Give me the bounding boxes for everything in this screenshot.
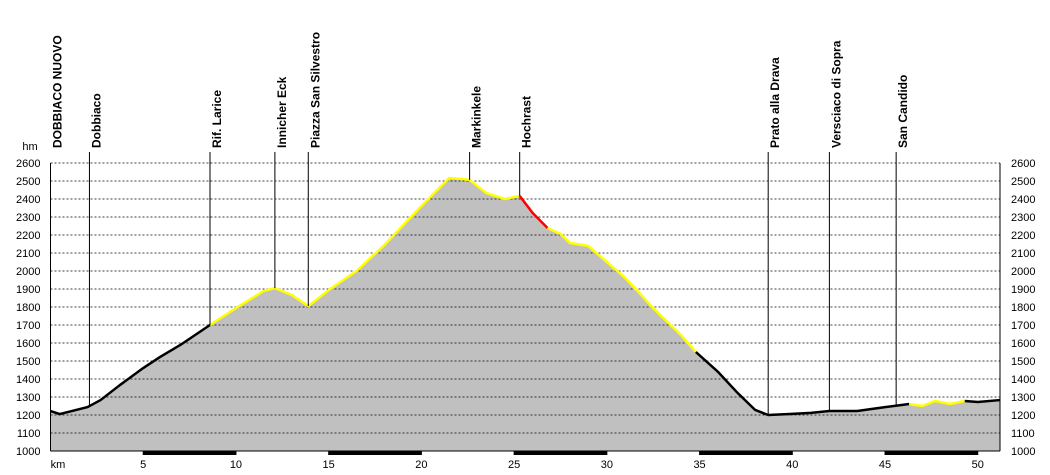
scale-bar — [328, 451, 422, 455]
y-tick-label-right: 1900 — [1011, 284, 1035, 296]
x-tick-label: 15 — [323, 459, 335, 471]
x-tick-label: 10 — [230, 459, 242, 471]
y-tick-label-right: 2100 — [1011, 248, 1035, 260]
y-tick-label: 2300 — [16, 212, 40, 224]
y-tick-label: 1200 — [16, 410, 40, 422]
waypoint-label: DOBBIACO NUOVO — [51, 35, 65, 148]
x-tick-label: 30 — [601, 459, 613, 471]
y-tick-label: 2500 — [16, 176, 40, 188]
x-tick-label: 20 — [415, 459, 427, 471]
y-tick-label-right: 2300 — [1011, 212, 1035, 224]
profile-line — [964, 398, 1001, 404]
profile-line — [695, 351, 910, 417]
x-tick-label: 50 — [972, 459, 984, 471]
scale-bar — [885, 451, 978, 455]
profile-line — [908, 399, 966, 408]
y-tick-label-right: 2500 — [1011, 176, 1035, 188]
y-tick-label-right: 1200 — [1011, 410, 1035, 422]
x-tick-label: 45 — [879, 459, 891, 471]
y-tick-label-right: 1100 — [1011, 428, 1035, 440]
y-tick-label: 2400 — [16, 194, 40, 206]
waypoint-label: Hochrast — [520, 96, 534, 148]
x-tick-label: 35 — [693, 459, 705, 471]
profile-line — [50, 323, 211, 416]
y-tick-label: 1500 — [16, 356, 40, 368]
y-tick-label-right: 1400 — [1011, 374, 1035, 386]
y-tick-label-right: 1500 — [1011, 356, 1035, 368]
y-tick-label-right: 1700 — [1011, 320, 1035, 332]
y-tick-label-right: 1000 — [1011, 446, 1035, 458]
y-tick-label: 2600 — [16, 158, 40, 170]
x-tick-label: 5 — [140, 459, 146, 471]
y-tick-label: 1000 — [16, 446, 40, 458]
y-tick-label-right: 1300 — [1011, 392, 1035, 404]
y-tick-label-right: 1800 — [1011, 302, 1035, 314]
waypoint-label: Markinkele — [470, 86, 484, 148]
y-tick-label: 1300 — [16, 392, 40, 404]
y-tick-label-right: 2000 — [1011, 266, 1035, 278]
y-tick-label: 2200 — [16, 230, 40, 242]
scale-bar — [143, 451, 236, 455]
x-tick-label: 25 — [508, 459, 520, 471]
y-tick-label: 1800 — [16, 302, 40, 314]
profile-line — [209, 176, 520, 327]
y-axis-label: hm — [22, 141, 37, 153]
y-tick-label: 1700 — [16, 320, 40, 332]
waypoint-label: San Candido — [896, 75, 910, 148]
y-tick-label-right: 2200 — [1011, 230, 1035, 242]
x-tick-label: 40 — [786, 459, 798, 471]
scale-bar — [699, 451, 793, 455]
y-tick-label: 2100 — [16, 248, 40, 260]
waypoint-label: Innicher Eck — [275, 76, 289, 148]
waypoint-label: Piazza San Silvestro — [308, 32, 322, 148]
y-tick-label-right: 1600 — [1011, 338, 1035, 350]
y-tick-label-right: 2600 — [1011, 158, 1035, 170]
y-tick-label: 1600 — [16, 338, 40, 350]
y-tick-label-right: 2400 — [1011, 194, 1035, 206]
x-axis-label: km — [51, 459, 66, 471]
waypoint-label: Versciaco di Sopra — [829, 40, 843, 148]
profile-line — [546, 226, 697, 353]
y-tick-label: 1100 — [17, 428, 41, 440]
profile-area — [50, 177, 1000, 451]
y-tick-label: 2000 — [16, 266, 40, 278]
waypoint-label: Rif. Larice — [210, 90, 224, 148]
waypoint-label: Dobbiaco — [89, 93, 103, 148]
y-tick-label: 1400 — [16, 374, 40, 386]
y-tick-label: 1900 — [16, 284, 40, 296]
scale-bar — [514, 451, 607, 455]
waypoint-label: Prato alla Drava — [768, 57, 782, 148]
profile-line — [518, 195, 549, 229]
